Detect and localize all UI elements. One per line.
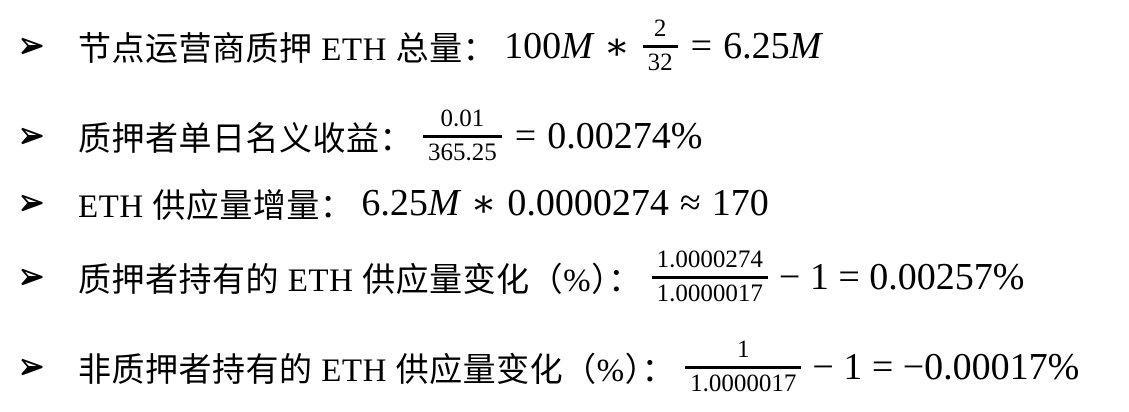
bullet-label: 质押者持有的 ETH 供应量变化（%）： — [78, 263, 642, 299]
fraction: 1.0000274 1.0000017 — [651, 246, 768, 308]
formula-lhs-variable: M — [561, 25, 593, 67]
fraction-bar — [642, 45, 678, 48]
fraction-denominator: 1.0000017 — [690, 370, 797, 397]
bullet-label: 节点运营商质押 ETH 总量： — [78, 32, 497, 68]
fraction-denominator: 365.25 — [428, 139, 497, 166]
formula-rhs-value: 6.25 — [723, 25, 790, 67]
formula-factor: 0.0000274 — [507, 182, 669, 224]
equals-sign: = — [690, 25, 713, 67]
multiply-operator: ∗ — [603, 25, 630, 68]
formula-lhs-variable: M — [427, 182, 460, 224]
fraction-denominator: 1.0000017 — [656, 280, 763, 307]
formula-lhs-value: 100 — [504, 25, 562, 67]
formula-result: 170 — [711, 182, 769, 224]
fraction-bar — [423, 135, 502, 138]
three-d-arrowhead-icon — [21, 194, 43, 212]
bullet-row-node-operator-stake: 节点运营商质押 ETH 总量： 100 M ∗ 2 32 = 6.25 M — [20, 13, 1129, 79]
bullet-row-staker-daily-yield: 质押者单日名义收益： 0.01 365.25 = 0.00274% — [20, 103, 1129, 169]
three-d-arrowhead-icon — [21, 358, 43, 376]
formula: 1.0000274 1.0000017 − 1 = 0.00257% — [650, 246, 1025, 308]
fraction: 0.01 365.25 — [423, 105, 502, 167]
bullet-label: 非质押者持有的 ETH 供应量变化（%）： — [78, 353, 676, 389]
three-d-arrowhead-icon — [21, 37, 43, 55]
formula: 100 M ∗ 2 32 = 6.25 M — [504, 15, 821, 77]
multiply-operator: ∗ — [470, 182, 497, 225]
fraction: 2 32 — [642, 15, 678, 77]
bullet-row-nonstaker-supply-change: 非质押者持有的 ETH 供应量变化（%）： 1 1.0000017 − 1 = … — [20, 334, 1129, 400]
fraction-numerator: 2 — [653, 15, 667, 42]
formula: 0.01 365.25 = 0.00274% — [421, 105, 702, 167]
bullet-label: 质押者单日名义收益： — [78, 122, 413, 158]
three-d-arrowhead-icon — [21, 268, 43, 286]
equals-sign: = — [514, 115, 537, 157]
fraction-numerator: 1.0000274 — [656, 246, 763, 273]
formula: 6.25 M ∗ 0.0000274 ≈ 170 — [361, 181, 768, 226]
formula-tail: − 1 = −0.00017% — [812, 346, 1080, 388]
fraction-denominator: 32 — [647, 49, 673, 76]
fraction-bar — [651, 276, 768, 279]
formula-rhs-variable: M — [789, 25, 822, 67]
formula-lhs-value: 6.25 — [361, 182, 428, 224]
bullet-label: ETH 供应量增量： — [78, 189, 354, 225]
fraction-bar — [685, 366, 802, 369]
fraction-numerator: 1 — [737, 336, 750, 363]
fraction-numerator: 0.01 — [440, 105, 485, 132]
bullet-row-staker-supply-change: 质押者持有的 ETH 供应量变化（%）： 1.0000274 1.0000017… — [20, 244, 1129, 310]
formula-tail: − 1 = 0.00257% — [778, 256, 1025, 298]
three-d-arrowhead-icon — [21, 127, 43, 145]
formula-result: 0.00274% — [547, 115, 703, 157]
bullet-row-eth-supply-increase: ETH 供应量增量： 6.25 M ∗ 0.0000274 ≈ 170 — [20, 181, 1129, 225]
fraction: 1 1.0000017 — [685, 336, 802, 398]
approx-sign: ≈ — [679, 182, 701, 224]
formula: 1 1.0000017 − 1 = −0.00017% — [683, 336, 1079, 398]
